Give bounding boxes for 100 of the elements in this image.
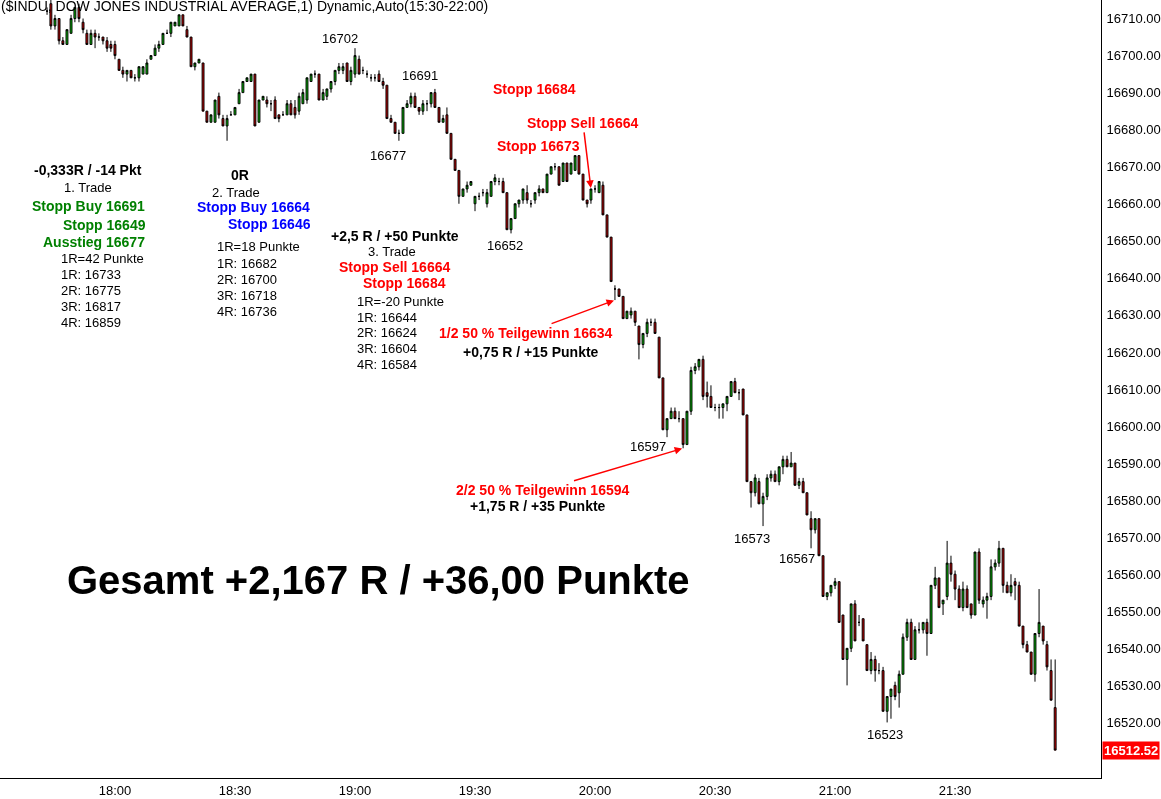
annotation: Stopp Sell 16664 [339,259,451,275]
y-tick-label: 16610.00 [1106,381,1161,397]
candlestick [177,14,181,27]
y-tick-label: 16640.00 [1106,270,1161,286]
annotation: Stopp Buy 16664 [197,199,311,215]
candlestick [973,551,977,616]
candlestick [153,43,157,57]
candlestick [229,110,233,116]
y-tick-label: 16600.00 [1106,418,1161,434]
annotation: +1,75 R / +35 Punkte [470,498,606,514]
candlestick [709,384,713,409]
candlestick [861,618,865,642]
annotation: 4R: 16859 [61,315,121,330]
candlestick [89,29,93,45]
candlestick [873,655,877,683]
candlestick [561,162,565,183]
annotation: 4R: 16584 [357,357,417,372]
x-tick-label: 20:30 [698,782,732,798]
y-tick-label: 16690.00 [1106,85,1161,101]
annotation: 2R: 16775 [61,283,121,298]
candlestick [297,92,301,116]
candlestick [589,188,593,205]
x-tick-label: 19:00 [338,782,372,798]
candlestick [717,403,721,420]
candlestick [865,644,869,672]
candlestick [105,36,109,53]
candlestick [57,18,61,45]
annotation: 1/2 50 % Teilgewinn 16634 [439,325,613,341]
candlestick [225,114,229,142]
candlestick [129,69,133,79]
annotation: 2/2 50 % Teilgewinn 16594 [456,482,630,498]
candlestick [233,106,237,116]
candlestick [373,73,377,82]
candlestick [1053,658,1057,751]
candlestick [289,99,293,116]
annotation: 16523 [867,727,904,742]
candlestick [1009,573,1013,597]
candlestick [409,92,413,108]
y-tick-label: 16580.00 [1106,492,1161,508]
y-tick-label: 16520.00 [1106,714,1161,730]
annotation: 2R: 16624 [357,325,417,340]
candlestick [521,188,525,205]
annotation: 16567 [779,551,816,566]
annotation: -0,333R / -14 Pkt [34,162,142,178]
annotation: 1R: 16682 [217,256,277,271]
candlestick [473,195,477,212]
y-tick-label: 16700.00 [1106,48,1161,64]
candlestick [429,92,433,108]
candlestick [345,62,349,82]
candlestick [909,618,913,660]
candlestick [465,181,469,194]
candlestick [525,184,529,205]
annotation: Stopp Buy 16691 [32,198,146,214]
annotation: 1R=18 Punkte [217,239,300,254]
x-tick-label: 21:30 [938,782,972,798]
candlestick [305,77,309,105]
y-tick-label: 16630.00 [1106,307,1161,323]
candlestick [573,155,577,171]
candlestick [169,21,173,38]
y-tick-label: 16540.00 [1106,640,1161,656]
y-tick-label: 16680.00 [1106,122,1161,138]
candlestick [265,95,269,108]
annotation: 2. Trade [212,185,260,200]
candlestick [137,66,141,82]
candlestick [285,99,289,116]
annotation: Stopp 16673 [497,138,580,154]
candlestick [85,29,89,45]
annotation: 16573 [734,531,771,546]
annotation: 16691 [402,68,439,83]
candlestick [113,40,117,60]
annotation: 1R: 16733 [61,267,121,282]
x-tick-label: 20:00 [578,782,612,798]
y-tick-label: 16670.00 [1106,159,1161,175]
annotation: 2R: 16700 [217,272,277,287]
annotation: 0R [231,167,249,183]
x-tick-label: 18:00 [98,782,132,798]
annotation: 1R=42 Punkte [61,251,144,266]
candlestick [673,407,677,420]
candlestick [253,73,257,127]
candlestick [369,73,373,82]
y-tick-label: 16570.00 [1106,529,1161,545]
annotation: 1R=-20 Punkte [357,294,445,309]
candlestick [81,18,85,34]
annotation: 1. Trade [64,180,112,195]
candlestick [961,581,965,612]
x-tick-label: 18:30 [218,782,252,798]
candlestick [565,162,569,183]
annotation: Gesamt +2,167 R / +36,00 Punkte [67,558,690,602]
annotation: Stopp 16684 [493,81,576,97]
x-tick-label: 21:00 [818,782,852,798]
y-tick-label: 16590.00 [1106,455,1161,471]
annotation: Stopp 16649 [63,217,146,233]
annotation: 3R: 16604 [357,341,417,356]
annotation: 3R: 16817 [61,299,121,314]
candlestick [273,95,277,120]
annotation: Stopp 16646 [228,216,311,232]
y-tick-label: 16550.00 [1106,603,1161,619]
annotation: Ausstieg 16677 [43,234,146,250]
y-tick-label: 16560.00 [1106,566,1161,582]
annotation: 16702 [322,31,359,46]
